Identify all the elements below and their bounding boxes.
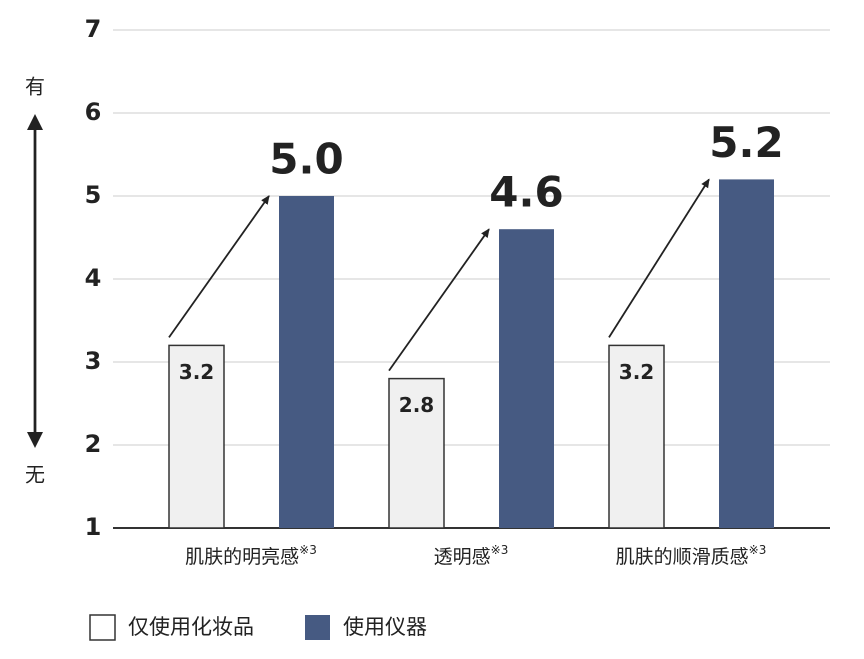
legend-swatch: [89, 614, 116, 641]
bar: [388, 377, 445, 529]
category-name: 透明感: [434, 546, 491, 568]
y-tick-label: 5: [85, 181, 102, 209]
change-arrow: [608, 178, 710, 338]
y-tick-label: 4: [85, 264, 102, 292]
bar: [608, 344, 665, 529]
y-axis-bottom-label: 无: [25, 463, 45, 487]
y-tick-label: 1: [85, 513, 102, 541]
change-arrow: [168, 195, 270, 338]
bar: [168, 344, 225, 529]
category-footnote: ※3: [749, 543, 767, 557]
y-tick-label: 2: [85, 430, 102, 458]
value-label: 3.2: [179, 360, 214, 384]
legend-swatch: [305, 615, 330, 640]
y-tick-label: 3: [85, 347, 102, 375]
value-label: 2.8: [399, 393, 434, 417]
x-tick-label: 肌肤的顺滑质感※3: [616, 543, 767, 568]
category-footnote: ※3: [299, 543, 317, 557]
y-axis-top-label: 有: [25, 75, 45, 99]
bar: [719, 179, 774, 528]
y-tick-label: 7: [85, 15, 102, 43]
change-arrow: [388, 228, 490, 372]
bar: [279, 196, 334, 528]
x-tick-label: 肌肤的明亮感※3: [185, 543, 317, 568]
legend-label: 仅使用化妆品: [128, 615, 254, 639]
x-tick-label: 透明感※3: [434, 543, 509, 568]
bar: [499, 229, 554, 528]
y-tick-label: 6: [85, 98, 102, 126]
legend-label: 使用仪器: [343, 615, 427, 639]
category-name: 肌肤的顺滑质感: [616, 546, 749, 568]
value-label: 5.0: [269, 135, 343, 184]
value-label: 5.2: [709, 118, 783, 167]
value-label: 3.2: [619, 360, 654, 384]
category-name: 肌肤的明亮感: [185, 546, 299, 568]
category-footnote: ※3: [491, 543, 509, 557]
value-label: 4.6: [489, 168, 563, 217]
